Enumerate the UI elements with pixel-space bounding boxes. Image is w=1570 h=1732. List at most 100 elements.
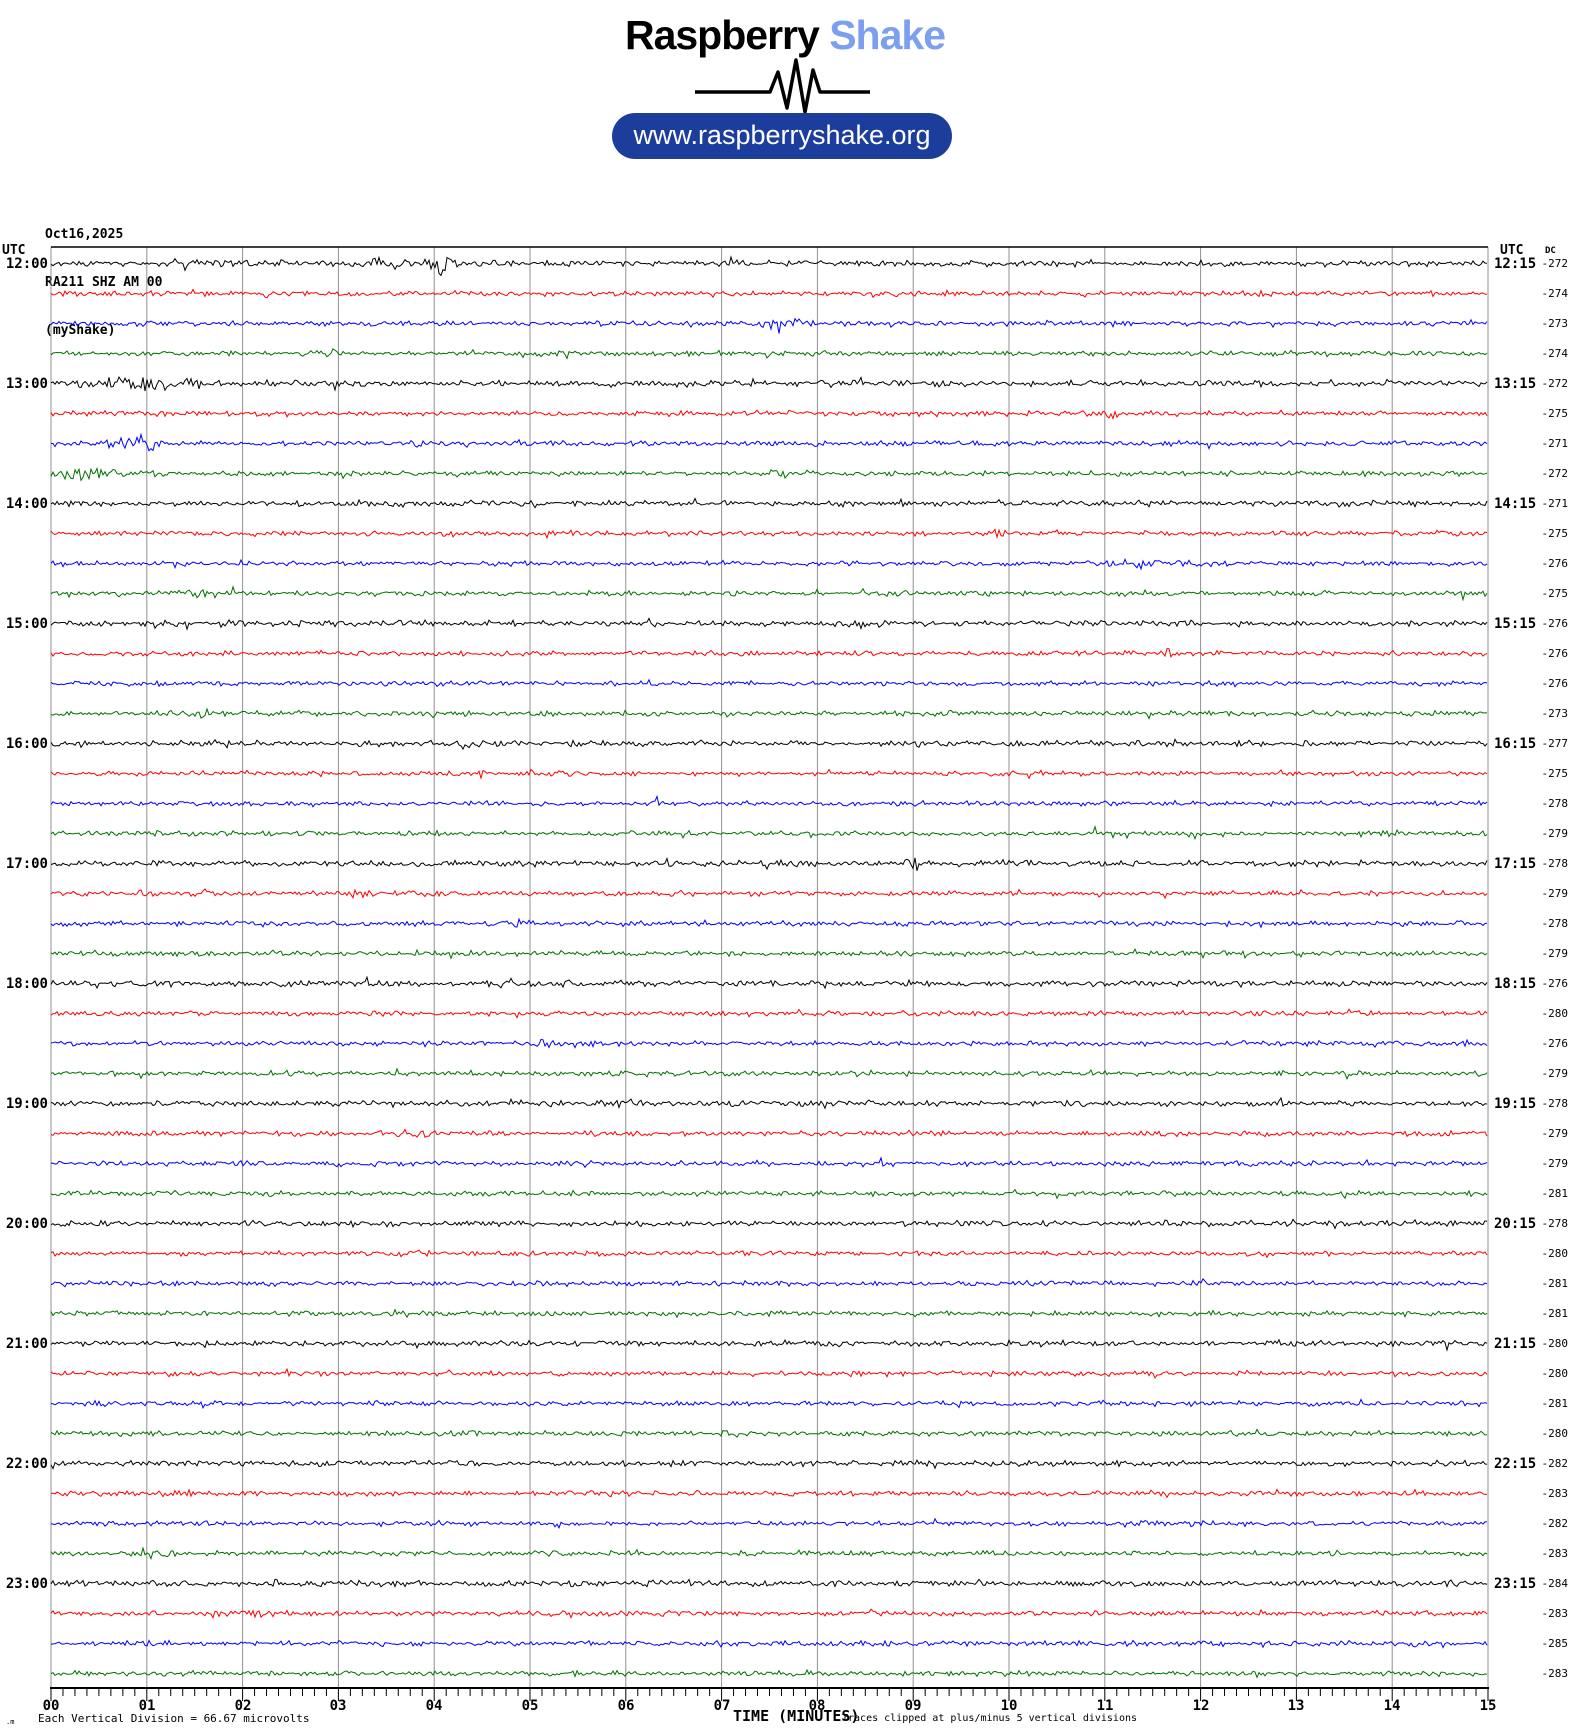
seismic-trace	[50, 856, 1488, 871]
dc-value: -276	[1541, 1037, 1569, 1050]
utc-hour-label-right: 18:15	[1494, 976, 1537, 992]
dc-value: -280	[1541, 1427, 1569, 1440]
dc-value: -279	[1541, 1067, 1569, 1080]
dc-value: -280	[1541, 1007, 1569, 1020]
seismic-trace	[50, 1459, 1488, 1470]
dc-value: -278	[1541, 917, 1569, 930]
dc-value: -278	[1541, 1097, 1569, 1110]
seismic-trace	[50, 1128, 1488, 1139]
dc-value: -278	[1541, 857, 1569, 870]
website-link-button[interactable]: www.raspberryshake.org	[612, 113, 952, 159]
dc-value: -275	[1541, 407, 1569, 420]
dc-value: -285	[1541, 1637, 1569, 1650]
brand-secondary: Shake	[829, 12, 946, 58]
x-tick-label: 09	[904, 1698, 922, 1714]
x-axis-title: TIME (MINUTES)	[733, 1707, 860, 1725]
utc-hour-label-left: 21:00	[5, 1336, 48, 1352]
seismic-trace	[50, 1428, 1488, 1438]
dc-value: -279	[1541, 827, 1569, 840]
seismic-trace	[50, 255, 1488, 277]
seismic-trace	[50, 1398, 1488, 1409]
seismic-waveform-icon	[695, 58, 870, 114]
utc-hour-label-left: 12:00	[5, 256, 48, 272]
dc-value: -276	[1541, 977, 1569, 990]
dc-value: -272	[1541, 467, 1569, 480]
seismic-trace	[50, 1308, 1488, 1319]
seismic-trace	[50, 317, 1488, 334]
utc-header-left: UTC	[2, 243, 26, 258]
seismic-trace	[50, 648, 1488, 659]
utc-hour-label-right: 23:15	[1494, 1576, 1537, 1592]
x-tick-label: 11	[1096, 1698, 1114, 1714]
utc-hour-label-left: 17:00	[5, 856, 48, 872]
dc-value: -283	[1541, 1547, 1569, 1560]
dc-value: -279	[1541, 1127, 1569, 1140]
seismic-trace	[50, 617, 1488, 631]
dc-value: -280	[1541, 1247, 1569, 1260]
seismic-trace	[50, 1278, 1488, 1288]
utc-hour-label-right: 19:15	[1494, 1096, 1537, 1112]
seismic-trace	[50, 825, 1488, 841]
x-tick-label: 06	[617, 1698, 635, 1714]
seismic-trace	[50, 466, 1488, 482]
dc-value: -284	[1541, 1577, 1569, 1590]
seismic-trace	[50, 585, 1488, 602]
utc-hour-label-right: 15:15	[1494, 616, 1537, 632]
dc-value: -281	[1541, 1307, 1569, 1320]
dc-value: -271	[1541, 497, 1569, 510]
seismic-trace	[50, 1188, 1488, 1200]
dc-value: -276	[1541, 617, 1569, 630]
utc-hour-label-left: 13:00	[5, 376, 48, 392]
seismic-trace	[50, 1038, 1488, 1049]
dc-value: -282	[1541, 1457, 1569, 1470]
dc-value: -272	[1541, 257, 1569, 270]
dc-value: -281	[1541, 1397, 1569, 1410]
seismic-trace	[50, 1578, 1488, 1588]
seismic-trace	[50, 947, 1488, 960]
seismic-trace	[50, 1546, 1488, 1561]
seismic-trace	[50, 1249, 1488, 1259]
station-info: Oct16,2025 RA211 SHZ AM 00 (myShake)	[45, 195, 162, 371]
utc-hour-label-right: 22:15	[1494, 1456, 1537, 1472]
dc-value: -274	[1541, 287, 1569, 300]
dc-value: -279	[1541, 947, 1569, 960]
station-name: (myShake)	[45, 323, 116, 338]
x-tick-label: 00	[42, 1698, 60, 1714]
utc-hour-label-right: 14:15	[1494, 496, 1537, 512]
utc-hour-label-left: 19:00	[5, 1096, 48, 1112]
dc-value: -275	[1541, 767, 1569, 780]
dc-value: -278	[1541, 1217, 1569, 1230]
dc-value: -274	[1541, 347, 1569, 360]
dc-value: -283	[1541, 1607, 1569, 1620]
seismic-trace	[50, 738, 1488, 751]
dc-value: -277	[1541, 737, 1569, 750]
dc-value: -283	[1541, 1487, 1569, 1500]
seismic-trace	[50, 1517, 1488, 1530]
seismic-trace	[50, 1668, 1488, 1679]
seismic-trace	[50, 1608, 1488, 1619]
utc-hour-label-left: 15:00	[5, 616, 48, 632]
dc-value: -271	[1541, 437, 1569, 450]
dc-value: -276	[1541, 647, 1569, 660]
dc-value: -276	[1541, 557, 1569, 570]
seismic-trace	[50, 1156, 1488, 1169]
x-tick-label: 02	[234, 1698, 252, 1714]
utc-hour-label-right: 12:15	[1494, 256, 1537, 272]
vertical-scale-note: Each Vertical Division = 66.67 microvolt…	[38, 1712, 310, 1725]
seismic-trace	[50, 1488, 1488, 1499]
seismic-trace	[50, 288, 1488, 299]
utc-hour-label-left: 20:00	[5, 1216, 48, 1232]
corner-scale-marker: .m	[6, 1718, 15, 1726]
seismic-trace	[50, 888, 1488, 900]
dc-value: -272	[1541, 377, 1569, 390]
utc-hour-label-right: 21:15	[1494, 1336, 1537, 1352]
seismic-trace	[50, 975, 1488, 990]
seismic-trace	[50, 1218, 1488, 1230]
utc-hour-label-right: 20:15	[1494, 1216, 1537, 1232]
dc-value: -281	[1541, 1187, 1569, 1200]
x-tick-label: 07	[713, 1698, 731, 1714]
dc-value: -279	[1541, 887, 1569, 900]
dc-value: -280	[1541, 1337, 1569, 1350]
